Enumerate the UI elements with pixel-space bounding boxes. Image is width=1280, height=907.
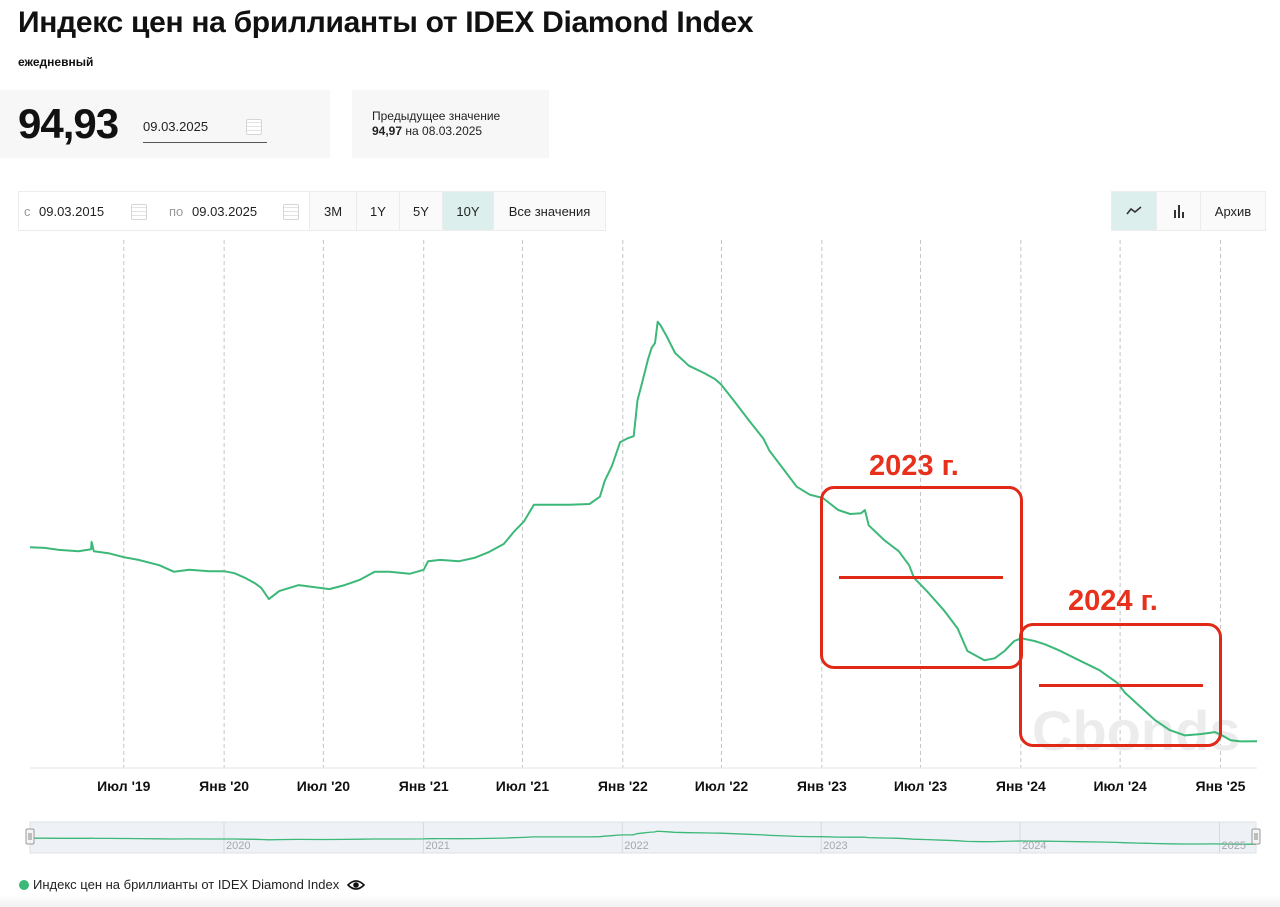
navigator-tick-label: 2024 [1022,840,1046,852]
to-date-value: 09.03.2025 [192,204,258,219]
previous-on: на [405,124,419,138]
x-tick-label: Янв '23 [797,778,847,794]
line-chart-button[interactable] [1112,192,1156,230]
navigator-tick-label: 2023 [823,840,847,852]
range-all-button[interactable]: Все значения [493,192,605,230]
from-date-value: 09.03.2015 [39,204,105,219]
navigator-series-line [30,830,1256,845]
grid-lines [123,240,1221,768]
calendar-icon[interactable] [283,204,299,220]
x-tick-label: Янв '21 [399,778,449,794]
eye-icon[interactable] [347,879,366,891]
navigator-tick-label: 2022 [624,840,648,852]
chart-type-toolbar: Архив [1111,191,1266,231]
annotation-avg-line-2024 [1039,684,1203,687]
legend-marker [19,879,29,890]
from-date-input[interactable]: с 09.03.2015 [19,192,164,230]
range-1y-button[interactable]: 1Y [356,192,399,230]
previous-value-label: Предыдущее значение [372,109,501,123]
calendar-icon[interactable] [131,204,147,220]
current-date-input[interactable]: 09.03.2025 [143,117,267,143]
annotation-box-2023 [820,486,1023,669]
annotation-box-2024 [1019,623,1222,747]
legend-label: Индекс цен на бриллианты от IDEX Diamond… [33,877,340,892]
x-tick-label: Июл '19 [97,778,151,794]
x-tick-label: Янв '20 [199,778,249,794]
x-tick-label: Янв '25 [1196,778,1246,794]
frequency-label: ежедневный [18,55,94,69]
x-tick-label: Янв '22 [598,778,648,794]
range-5y-button[interactable]: 5Y [399,192,442,230]
previous-value: 94,97 [372,124,403,138]
range-toolbar: с 09.03.2015 по 09.03.2025 3M 1Y 5Y 10Y … [18,191,606,231]
x-tick-label: Июл '22 [695,778,749,794]
current-value: 94,93 [18,100,119,147]
previous-date: 08.03.2025 [422,124,483,138]
range-3m-button[interactable]: 3M [309,192,356,230]
archive-button[interactable]: Архив [1200,192,1265,230]
annotation-avg-line-2023 [839,576,1003,579]
current-date-value: 09.03.2025 [143,119,209,134]
annotation-label-2023: 2023 г. [869,450,959,482]
chart-legend[interactable]: Индекс цен на бриллианты от IDEX Diamond… [19,877,366,892]
previous-value-panel: Предыдущее значение 94,97 на 08.03.2025 [352,90,549,158]
range-10y-button[interactable]: 10Y [442,192,493,230]
x-axis-labels: Июл '19 Янв '20 Июл '20 Янв '21 Июл '21 Янв '… [97,778,1246,794]
page-title: Индекс цен на бриллианты от IDEX Diamond… [18,6,754,39]
navigator-right-handle[interactable] [1251,828,1261,845]
to-prefix: по [169,204,184,219]
navigator-tick-label: 2025 [1221,840,1245,852]
from-prefix: с [24,204,31,219]
x-tick-label: Июл '21 [496,778,550,794]
bottom-fade [0,895,1280,907]
line-chart: Cbonds Июл '19 Янв '20 Июл '20 Янв '21 Июл '… [25,240,1261,854]
navigator-tick-label: 2021 [425,840,449,852]
bar-chart-button[interactable] [1156,192,1200,230]
line-chart-icon [1126,206,1142,215]
x-tick-label: Июл '23 [894,778,948,794]
to-date-input[interactable]: по 09.03.2025 [164,192,309,230]
navigator[interactable] [29,821,1257,854]
annotation-label-2024: 2024 г. [1068,585,1158,617]
navigator-tick-label: 2020 [226,840,250,852]
x-tick-label: Июл '24 [1093,778,1147,794]
x-tick-label: Янв '24 [996,778,1046,794]
watermark-logo: Cbonds [1032,699,1240,762]
navigator-labels: 2020 2021 2022 2023 2024 2025 [226,840,1246,852]
previous-value-line: 94,97 на 08.03.2025 [372,124,482,138]
bar-chart-icon [1173,205,1184,218]
current-value-panel [0,90,330,158]
x-tick-label: Июл '20 [297,778,351,794]
calendar-icon[interactable] [246,119,262,135]
navigator-left-handle[interactable] [25,828,35,845]
navigator-grid [223,822,1220,853]
